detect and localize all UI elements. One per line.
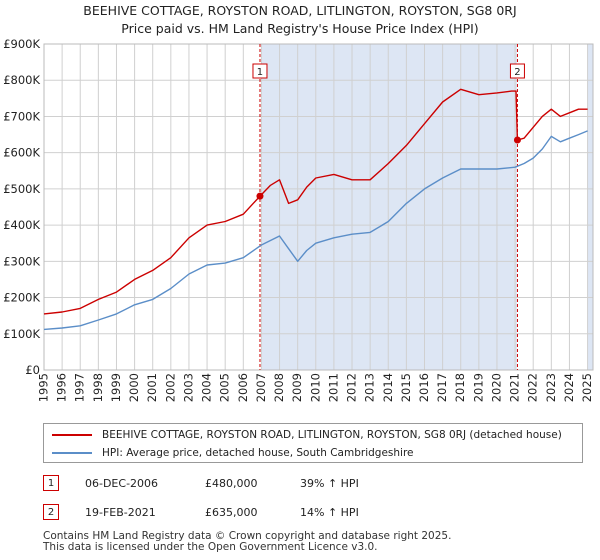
x-tick-label: 1999 [109, 373, 123, 402]
legend-swatch-property [52, 434, 92, 436]
y-tick-label: £800K [3, 73, 40, 87]
sale-label-number: 1 [257, 67, 263, 78]
y-tick-label: £200K [3, 291, 40, 305]
x-tick-label: 2015 [399, 373, 413, 402]
sale-point [256, 192, 264, 200]
x-tick-label: 2018 [453, 373, 467, 402]
sale-row-1: 1 06-DEC-2006 £480,000 39% ↑ HPI [43, 474, 420, 492]
legend-item-hpi: HPI: Average price, detached house, Sout… [52, 445, 414, 461]
sale-date: 19-FEB-2021 [85, 505, 156, 519]
y-tick-label: £100K [3, 327, 40, 341]
shaded-region [587, 44, 593, 370]
x-tick-label: 2005 [218, 373, 232, 402]
x-tick-label: 1996 [55, 373, 69, 402]
sale-price: £635,000 [205, 505, 258, 519]
x-tick-label: 2011 [326, 373, 340, 402]
footer-licence: This data is licensed under the Open Gov… [43, 541, 378, 553]
sale-price: £480,000 [205, 476, 258, 490]
sale-row-2: 2 19-FEB-2021 £635,000 14% ↑ HPI [43, 503, 420, 521]
x-tick-label: 2021 [508, 373, 522, 402]
sale-hpi-change: 14% ↑ HPI [300, 505, 359, 519]
x-tick-label: 2025 [580, 373, 594, 402]
x-tick-label: 2023 [544, 373, 558, 402]
y-tick-label: £0 [25, 363, 40, 377]
x-tick-label: 2019 [471, 373, 485, 402]
shaded-region [261, 44, 517, 370]
chart-title-line-2: Price paid vs. HM Land Registry's House … [121, 21, 479, 36]
y-tick-label: £600K [3, 146, 40, 160]
y-tick-label: £500K [3, 182, 40, 196]
x-tick-label: 2000 [127, 373, 141, 402]
sale-label-number: 2 [514, 67, 520, 78]
x-tick-label: 2022 [526, 373, 540, 402]
x-tick-label: 2020 [489, 373, 503, 402]
x-tick-label: 2007 [254, 373, 268, 402]
x-tick-label: 2012 [345, 373, 359, 402]
x-tick-label: 2002 [163, 373, 177, 402]
x-tick-label: 2003 [181, 373, 195, 402]
x-tick-label: 1998 [91, 373, 105, 402]
x-tick-label: 2010 [308, 373, 322, 402]
sale-label-box [509, 63, 525, 79]
x-tick-label: 2009 [290, 373, 304, 402]
chart-title-line-1: BEEHIVE COTTAGE, ROYSTON ROAD, LITLINGTO… [83, 3, 517, 18]
x-tick-label: 2004 [200, 373, 214, 402]
x-tick-label: 2016 [417, 373, 431, 402]
legend-swatch-hpi [52, 452, 92, 454]
y-tick-label: £300K [3, 254, 40, 268]
sale-hpi-change: 39% ↑ HPI [300, 476, 359, 490]
chart-legend: BEEHIVE COTTAGE, ROYSTON ROAD, LITLINGTO… [43, 423, 583, 463]
x-tick-label: 2014 [381, 373, 395, 402]
x-tick-label: 2008 [272, 373, 286, 402]
property-price-line [43, 88, 588, 315]
legend-label-hpi: HPI: Average price, detached house, Sout… [102, 447, 414, 459]
sale-date: 06-DEC-2006 [85, 476, 159, 490]
sale-number-badge: 2 [43, 504, 59, 520]
sale-label-box [252, 63, 268, 79]
y-tick-label: £400K [3, 218, 40, 232]
x-tick-label: 1995 [37, 373, 51, 402]
legend-label-property: BEEHIVE COTTAGE, ROYSTON ROAD, LITLINGTO… [102, 429, 562, 441]
hpi-line [43, 130, 588, 331]
footer-copyright: Contains HM Land Registry data © Crown c… [43, 530, 452, 542]
x-tick-label: 2017 [435, 373, 449, 402]
sale-point [513, 136, 521, 144]
x-tick-label: 1997 [73, 373, 87, 402]
legend-item-property: BEEHIVE COTTAGE, ROYSTON ROAD, LITLINGTO… [52, 427, 562, 443]
y-tick-label: £900K [3, 37, 40, 51]
sale-number-badge: 1 [43, 475, 59, 491]
x-tick-label: 2001 [145, 373, 159, 402]
plot-frame [43, 43, 594, 371]
x-tick-label: 2006 [236, 373, 250, 402]
x-tick-label: 2024 [562, 373, 576, 402]
x-tick-label: 2013 [363, 373, 377, 402]
price-chart: £0 £100K £200K £300K £400K £500K £600K £700K £80… [3, 37, 594, 402]
y-tick-label: £700K [3, 109, 40, 123]
